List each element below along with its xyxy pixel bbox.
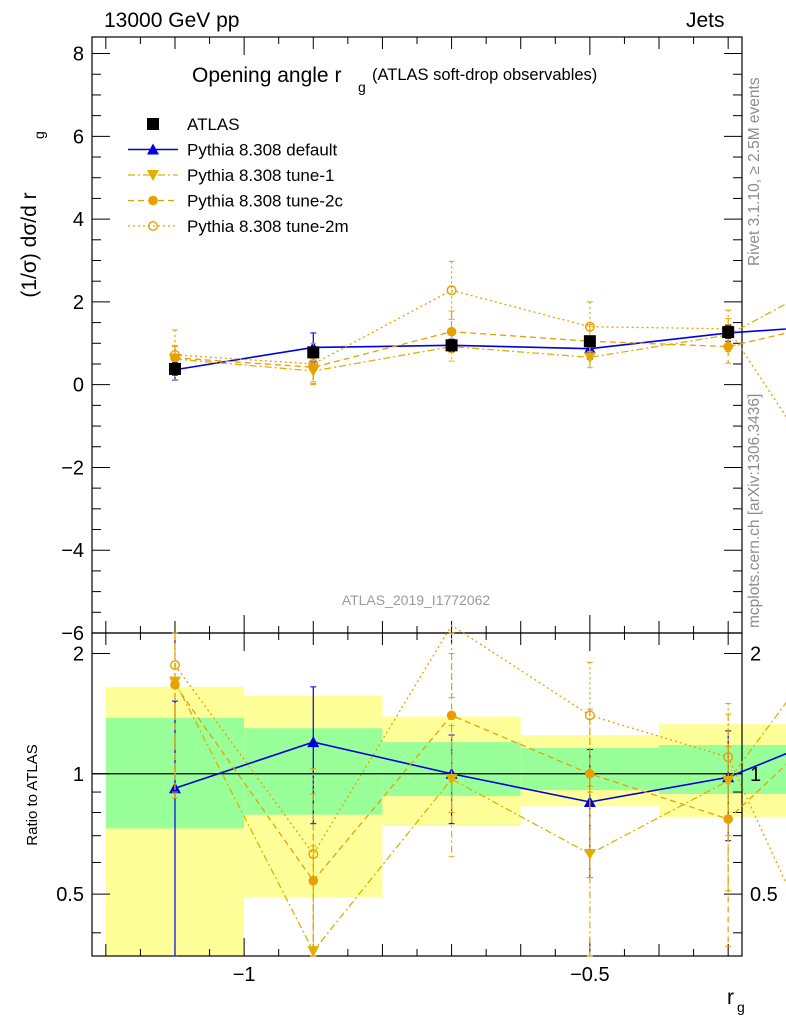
main-ylabel: (1/σ) dσ/d r g: [18, 131, 47, 297]
legend-entry: Pythia 8.308 tune-2c: [128, 192, 343, 211]
ratio-point: [307, 736, 320, 748]
main-data-point: [307, 346, 320, 359]
ratio-ytick-label-right: 2: [750, 643, 761, 665]
main-data-point: [445, 339, 458, 352]
legend-marker: [147, 118, 159, 130]
main-series-line: [174, 289, 786, 418]
legend-entry: Pythia 8.308 default: [128, 141, 338, 160]
legend-entry: Pythia 8.308 tune-2m: [128, 217, 349, 236]
main-point: [308, 362, 319, 373]
ratio-ytick-label-right: 1: [750, 764, 761, 786]
main-ytick-label: 4: [73, 209, 84, 231]
main-point: [446, 326, 457, 337]
main-ytick-label: −2: [61, 457, 84, 479]
legend-label: Pythia 8.308 tune-2c: [187, 192, 343, 211]
main-point: [308, 358, 319, 369]
main-data-point: [583, 335, 596, 348]
main-series: [170, 310, 786, 383]
ratio-point: [307, 946, 320, 958]
main-point: [169, 349, 180, 360]
ratio-point: [308, 848, 319, 859]
ratio-series-line: [174, 624, 786, 885]
ratio-uncertainty-bands: [105, 686, 786, 956]
ratio-point: [169, 660, 180, 671]
legend-label: ATLAS: [187, 115, 240, 134]
main-ytick-label: 6: [73, 126, 84, 148]
main-data-point: [168, 362, 181, 375]
header-left: 13000 GeV pp: [104, 9, 240, 32]
ratio-point: [723, 752, 734, 763]
ratio-marks: [168, 624, 786, 958]
main-series: [168, 303, 786, 384]
xlabel: r: [727, 986, 734, 1009]
ratio-ytick-label-right: 0.5: [750, 884, 778, 906]
ratio-point: [584, 710, 595, 721]
legend: ATLAS Pythia 8.308 default Pythia 8.308 tu…: [128, 115, 349, 236]
main-ytick-label: 8: [73, 44, 84, 66]
xtick-label: −0.5: [570, 964, 609, 986]
main-marks: [168, 260, 786, 418]
main-ytick-label: 0: [73, 375, 84, 397]
legend-label: Pythia 8.308 default: [187, 141, 338, 160]
legend-entry: Pythia 8.308 tune-1: [128, 166, 334, 185]
main-point: [584, 321, 595, 332]
main-series: [168, 324, 786, 381]
ratio-series-line: [174, 684, 786, 882]
plot-title: Opening angle r: [192, 64, 341, 87]
main-ylabel-text: (1/σ) dσ/d r: [18, 192, 41, 297]
header-right: Jets: [686, 9, 725, 32]
legend-marker: [147, 170, 159, 181]
main-data-series: [168, 325, 735, 376]
ratio-point: [308, 875, 319, 886]
main-axes: −6 −4 −2 0 2 4 6 8: [61, 36, 743, 645]
main-point: [170, 352, 180, 363]
main-series: [169, 260, 786, 418]
main-ytick-label: −6: [61, 623, 84, 645]
ratio-ytick-label: 2: [73, 643, 84, 665]
watermark: ATLAS_2019_I1772062: [342, 592, 491, 608]
legend-marker: [147, 220, 158, 231]
ratio-ylabel: Ratio to ATLAS: [24, 744, 41, 845]
main-point: [446, 285, 457, 296]
ratio-point: [446, 710, 457, 721]
main-ytick-label: 2: [73, 292, 84, 314]
xtick-label: −1: [233, 964, 256, 986]
legend-label: Pythia 8.308 tune-2m: [187, 217, 349, 236]
main-ylabel-subscript: g: [31, 131, 47, 139]
ratio-ylabel-text: Ratio to ATLAS: [24, 744, 41, 845]
legend-label: Pythia 8.308 tune-1: [187, 166, 334, 185]
main-data-point: [722, 326, 735, 339]
ratio-point: [445, 774, 458, 786]
ratio-series-line: [174, 681, 786, 953]
main-ytick-label: −4: [61, 540, 84, 562]
plot-title-subscript: g: [358, 79, 366, 95]
legend-marker: [147, 143, 159, 155]
ratio-series: [169, 624, 786, 957]
main-series-line: [174, 331, 786, 368]
main-series-line: [174, 328, 786, 371]
ratio-ytick-label: 1: [73, 764, 84, 786]
main-series-line: [174, 303, 786, 372]
ratio-ytick-label: 0.5: [56, 884, 84, 906]
plot-title-suffix: (ATLAS soft-drop observables): [372, 66, 597, 84]
xlabel-subscript: g: [737, 999, 745, 1015]
legend-marker: [148, 195, 158, 206]
ratio-series-line: [174, 741, 786, 803]
legend-entry: ATLAS: [147, 115, 240, 134]
